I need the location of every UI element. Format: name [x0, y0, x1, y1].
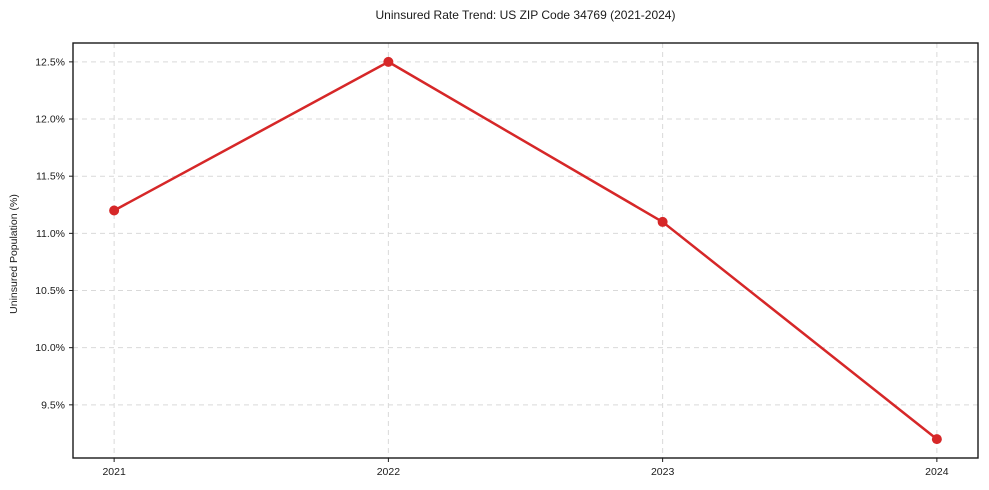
x-tick-label: 2022	[377, 466, 401, 478]
y-tick-label: 12.5%	[35, 56, 65, 68]
y-tick-label: 9.5%	[41, 399, 65, 411]
plot-border	[72, 42, 979, 459]
data-line	[112, 60, 939, 441]
x-tick-label: 2023	[651, 466, 675, 478]
y-tick-label: 10.5%	[35, 285, 65, 297]
y-tick-label: 11.5%	[36, 171, 65, 183]
chart-title: Uninsured Rate Trend: US ZIP Code 34769 …	[375, 8, 676, 22]
data-point-marker	[109, 205, 120, 216]
y-tick-label: 10.0%	[35, 342, 65, 354]
x-tick-label: 2024	[925, 466, 949, 478]
data-point-marker	[931, 434, 942, 445]
x-tick-label: 2021	[102, 466, 126, 478]
data-point-marker	[383, 56, 394, 67]
y-tick-label: 12.0%	[35, 114, 65, 126]
y-tick-label: 11.0%	[36, 228, 65, 240]
data-point-marker	[657, 216, 668, 227]
